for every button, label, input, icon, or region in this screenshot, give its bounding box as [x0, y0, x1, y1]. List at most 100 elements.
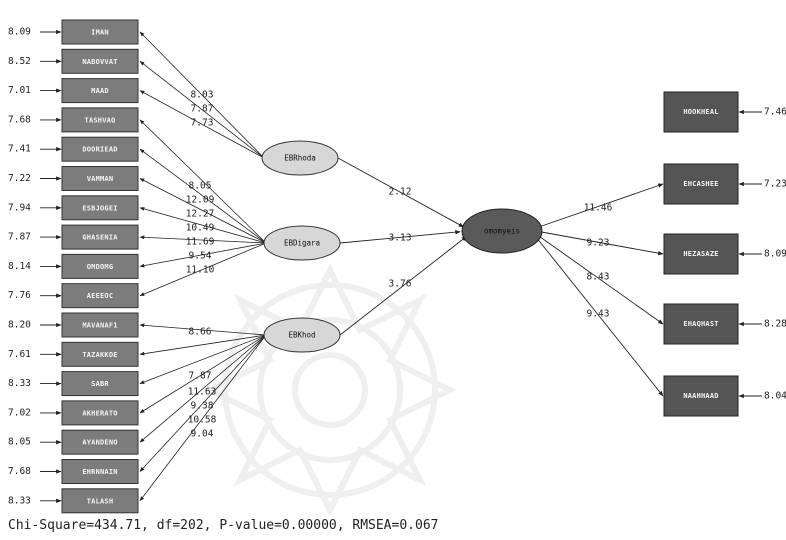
loading-label: 9.54	[189, 251, 212, 262]
loading-label: 12.27	[186, 209, 215, 220]
indicator-box	[61, 429, 139, 455]
loading-label: 8.05	[189, 181, 212, 192]
right-indicator-box	[663, 233, 739, 275]
error-variance-label: 7.22	[8, 173, 31, 184]
indicator-box	[61, 136, 139, 162]
watermark-ornament	[203, 263, 457, 517]
error-variance-label: 7.01	[8, 85, 31, 96]
error-variance-label: 8.33	[8, 495, 31, 506]
error-variance-label: 8.14	[8, 261, 31, 272]
loading-arrow	[139, 178, 267, 244]
indicator-label: OMDOMG	[87, 263, 114, 271]
edge-layer	[40, 29, 762, 503]
central-latent-ellipse	[461, 208, 543, 254]
indicator-label: AYANDENO	[82, 439, 117, 447]
central-loading-label: 9.23	[587, 238, 610, 249]
loading-arrow	[139, 323, 267, 336]
error-variance-label: 7.76	[8, 290, 31, 301]
structural-coefficient-label: 3.76	[389, 279, 412, 290]
central-loading-label: 9.43	[587, 309, 610, 320]
indicator-label: AEEEOC	[87, 292, 114, 300]
structural-coefficient-label: 2.12	[389, 187, 412, 198]
latent-label: EBRhoda	[284, 154, 316, 163]
indicator-box	[61, 488, 139, 514]
error-variance-label: 7.68	[8, 466, 31, 477]
indicator-box	[61, 48, 139, 74]
loading-arrow	[139, 334, 267, 356]
indicator-label: GHASENIA	[82, 234, 118, 242]
error-variance-label: 8.20	[8, 320, 31, 331]
loading-arrow	[139, 119, 267, 244]
indicator-label: DOORIEAD	[82, 146, 117, 154]
right-indicator-label: NAAHHAAD	[683, 392, 718, 400]
error-variance-label: 7.61	[8, 349, 31, 360]
label-layer: 8.09 8.52 7.01 7.68 7.41 7.22 7.94 7.87 8.14 7.76…	[8, 27, 786, 507]
indicator-box	[61, 459, 139, 484]
indicator-label: ESBJOGEI	[82, 204, 117, 212]
loading-label: 11.69	[186, 237, 215, 248]
error-variance-label: 8.33	[8, 378, 31, 389]
indicator-box	[61, 283, 139, 309]
loading-arrow	[139, 334, 267, 472]
loading-arrow	[139, 207, 267, 244]
latent-label: EBKhod	[288, 331, 315, 340]
right-indicator-label: HEZASAZE	[683, 250, 718, 258]
central-loading-arrow	[535, 236, 664, 397]
indicator-box	[61, 341, 139, 367]
central-loading-arrow	[535, 233, 664, 325]
error-variance-label: 7.94	[8, 202, 31, 213]
loading-label: 10.49	[186, 223, 215, 234]
central-loading-label: 8.43	[587, 272, 610, 283]
loading-arrow	[139, 60, 265, 159]
central-loading-arrow	[535, 230, 664, 256]
loading-arrow	[139, 334, 267, 443]
right-indicator-label: HOOKHEAL	[683, 108, 718, 116]
error-variance-label: 8.52	[8, 56, 31, 67]
indicator-label: NABOVVAT	[82, 58, 117, 66]
indicator-label: MAVANAF1	[82, 322, 117, 330]
structural-arrow	[337, 157, 465, 228]
loading-label: 12.09	[186, 195, 215, 206]
right-error-label: 8.28	[764, 319, 786, 330]
indicator-label: IMAN	[91, 29, 109, 37]
structural-arrow	[339, 236, 468, 336]
error-variance-label: 7.02	[8, 407, 31, 418]
indicator-box	[61, 312, 139, 338]
right-indicator-label: EHAQHAST	[683, 320, 718, 328]
structural-coefficient-label: 3.13	[389, 233, 412, 244]
error-variance-label: 7.68	[8, 114, 31, 125]
latent-ellipse	[261, 140, 339, 176]
loading-label: 9.04	[191, 429, 214, 440]
loading-arrow	[139, 148, 267, 244]
latent-ellipse	[263, 317, 341, 353]
indicator-box	[61, 195, 139, 221]
indicator-box	[61, 78, 139, 104]
indicator-label: MAAD	[91, 87, 109, 95]
loading-arrow	[139, 334, 267, 414]
indicator-box	[61, 371, 139, 397]
loading-label: 9.38	[191, 401, 214, 412]
latent-ellipse	[263, 225, 341, 261]
indicator-label: TAZAKKOE	[82, 351, 117, 359]
indicator-box	[61, 224, 139, 250]
loading-label: 7.73	[191, 118, 214, 129]
right-error-label: 8.04	[764, 391, 786, 402]
indicator-box	[61, 107, 139, 133]
right-indicator-box	[663, 91, 739, 133]
error-variance-label: 7.41	[8, 144, 31, 155]
indicator-label: VAMMAN	[87, 175, 114, 183]
indicator-label: EHRNNAIN	[82, 468, 117, 476]
error-variance-label: 8.09	[8, 27, 31, 38]
loading-label: 8.03	[191, 90, 214, 101]
indicator-box	[61, 19, 139, 45]
indicator-label: SABR	[91, 380, 109, 388]
loading-label: 7.87	[189, 371, 212, 382]
node-layer: IMAN NABOVVAT MAAD TASHVAQ DOORIEAD VAMMAN ESB…	[61, 19, 739, 514]
right-error-label: 7.46	[764, 107, 786, 118]
loading-arrow	[139, 242, 267, 268]
loading-label: 11.63	[188, 387, 217, 398]
indicator-label: AKHERATO	[82, 409, 117, 417]
right-error-label: 7.23	[764, 179, 786, 190]
loading-label: 11.10	[186, 265, 215, 276]
